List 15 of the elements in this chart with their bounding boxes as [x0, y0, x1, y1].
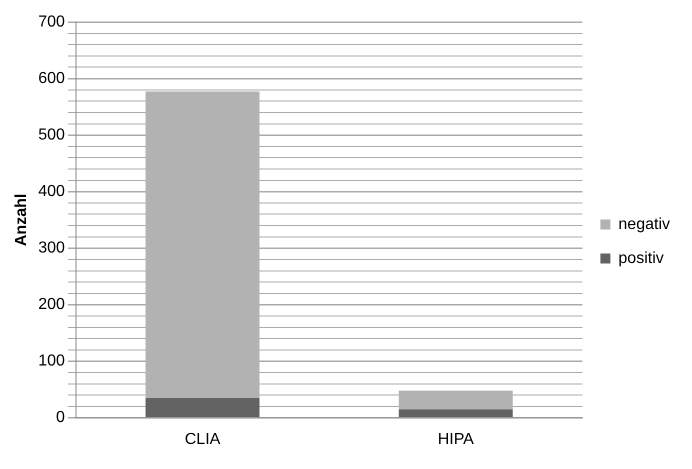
- y-axis-title: Anzahl: [13, 194, 30, 246]
- y-tick-label: 500: [38, 126, 65, 144]
- y-tick-label: 400: [38, 183, 65, 200]
- y-tick-label: 0: [56, 409, 65, 426]
- y-tick-label: 700: [38, 13, 65, 30]
- bar: [398, 409, 513, 418]
- x-tick-label: CLIA: [184, 430, 221, 448]
- legend-label: negativ: [618, 216, 670, 233]
- bar: [146, 398, 260, 418]
- y-tick-label: 200: [38, 296, 65, 314]
- y-tick-label: 100: [38, 352, 65, 370]
- x-tick-label: HIPA: [438, 430, 474, 448]
- y-tick-label: 300: [38, 240, 65, 257]
- legend-label: positiv: [618, 250, 664, 267]
- y-tick-label: 600: [38, 70, 65, 87]
